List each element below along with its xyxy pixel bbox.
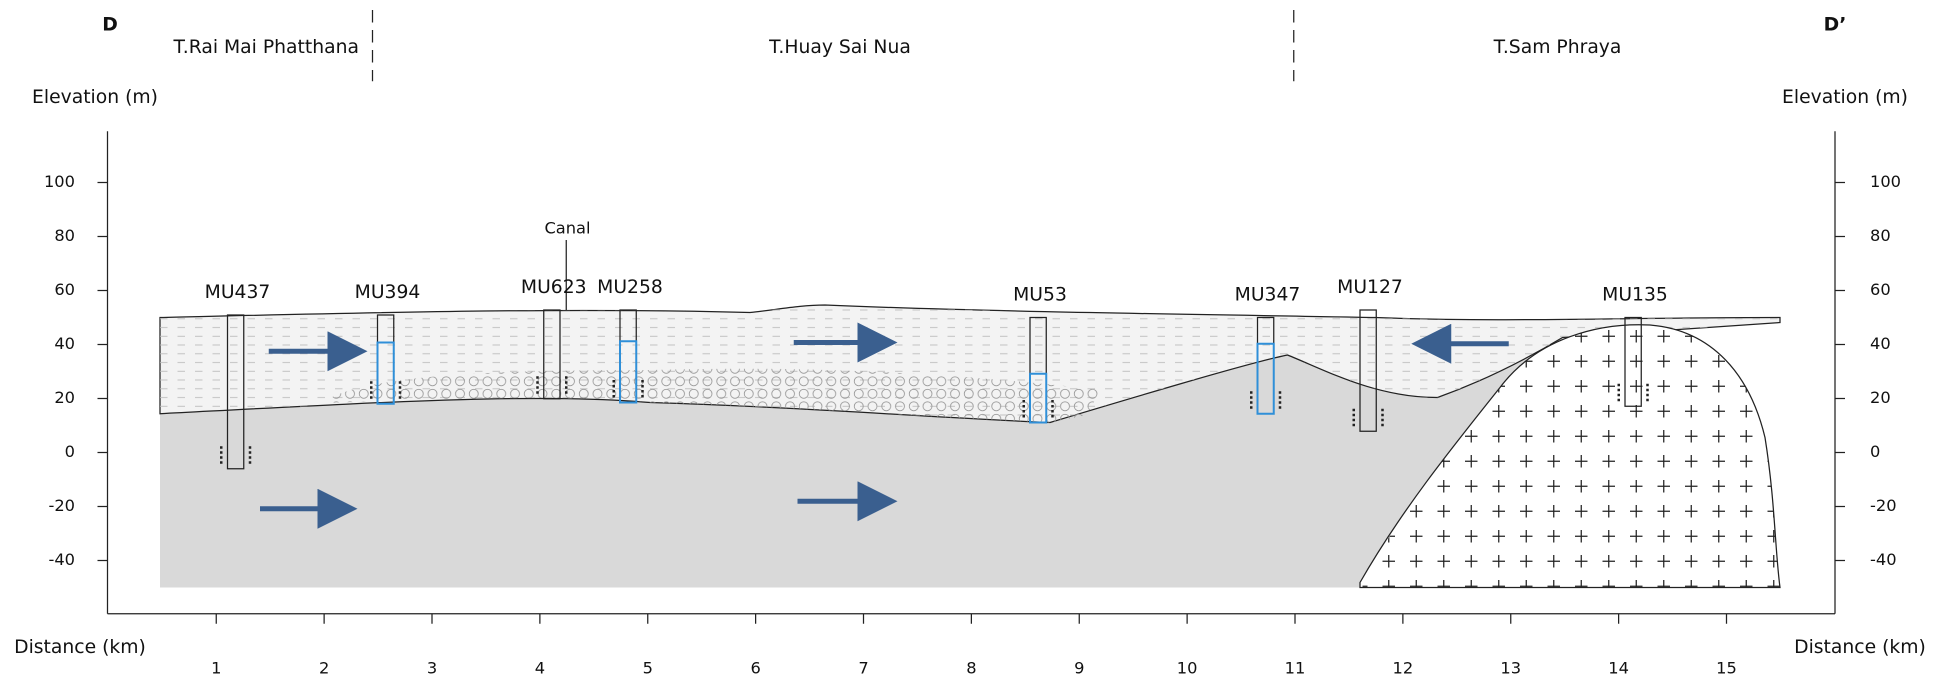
y-tick-label: -40 — [48, 550, 75, 569]
x-tick-label: 15 — [1716, 658, 1737, 677]
y-tick-label: 100 — [1870, 172, 1901, 191]
x-tick-label: 1 — [211, 658, 221, 677]
well-label: MU258 — [597, 277, 663, 298]
zone-label: T.Rai Mai Phatthana — [173, 37, 359, 58]
x-tick-label: 4 — [535, 658, 545, 677]
x-tick-label: 8 — [966, 658, 976, 677]
well-label: MU347 — [1235, 285, 1301, 306]
x-axis-title: Distance (km) — [14, 637, 146, 658]
y-tick-label: 80 — [1870, 226, 1891, 245]
x-tick-label: 9 — [1074, 658, 1084, 677]
y-tick-label: -20 — [1870, 496, 1897, 515]
y-tick-label: 20 — [54, 388, 75, 407]
canal-label: Canal — [544, 218, 590, 237]
section-end: D’ — [1824, 15, 1847, 36]
section-start: D — [102, 15, 118, 36]
zone-label: T.Sam Phraya — [1493, 37, 1622, 58]
cross-section: D D’ T.Rai Mai Phatthana T.Huay Sai Nua T.Sa… — [0, 0, 1959, 679]
well-label: MU394 — [355, 282, 421, 303]
x-tick-label: 7 — [858, 658, 868, 677]
well-label: MU623 — [521, 277, 587, 298]
x-tick-label: 11 — [1285, 658, 1306, 677]
y-tick-label: 0 — [1870, 442, 1880, 461]
x-tick-label: 14 — [1608, 658, 1629, 677]
x-axis-title: Distance (km) — [1794, 637, 1926, 658]
x-tick-label: 3 — [427, 658, 437, 677]
well-label: MU135 — [1602, 285, 1668, 306]
well-label: MU127 — [1337, 277, 1403, 298]
y-axis-title: Elevation (m) — [1782, 87, 1908, 108]
well-label: MU437 — [205, 282, 271, 303]
x-tick-label: 2 — [319, 658, 329, 677]
y-tick-label: -20 — [48, 496, 75, 515]
zone-label: T.Huay Sai Nua — [768, 37, 911, 58]
y-tick-label: 40 — [1870, 334, 1891, 353]
y-tick-label: 100 — [44, 172, 75, 191]
layers — [160, 305, 1780, 588]
y-tick-label: 40 — [54, 334, 75, 353]
y-tick-label: -40 — [1870, 550, 1897, 569]
y-tick-label: 60 — [54, 280, 75, 299]
y-tick-label: 80 — [54, 226, 75, 245]
x-tick-label: 10 — [1177, 658, 1198, 677]
y-tick-label: 60 — [1870, 280, 1891, 299]
x-tick-label: 12 — [1393, 658, 1414, 677]
x-tick-label: 5 — [643, 658, 653, 677]
well-label: MU53 — [1013, 285, 1067, 306]
y-tick-label: 0 — [65, 442, 75, 461]
y-axis-title: Elevation (m) — [32, 87, 158, 108]
x-tick-label: 13 — [1500, 658, 1521, 677]
y-tick-label: 20 — [1870, 388, 1891, 407]
x-tick-label: 6 — [750, 658, 760, 677]
